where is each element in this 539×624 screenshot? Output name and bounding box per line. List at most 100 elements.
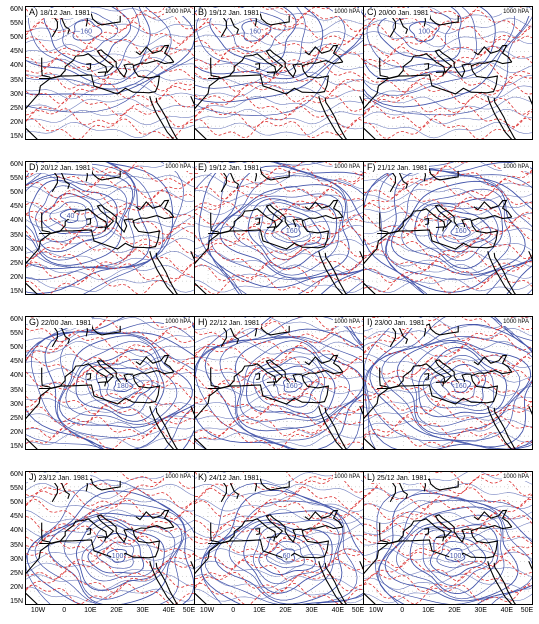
coastline: [85, 478, 121, 492]
panel-title: G) 22/00 Jan. 1981: [28, 318, 93, 328]
pressure-level-label: 1000 hPA: [164, 8, 192, 16]
latitude-tick-label: 15N: [10, 443, 23, 450]
coastline: [324, 407, 347, 449]
temperature-isotherm: [195, 403, 363, 427]
temperature-isotherm: [195, 331, 363, 355]
coastline: [435, 71, 445, 77]
geopotential-contour: [436, 541, 476, 569]
geopotential-contour: [195, 83, 363, 100]
longitude-tick-label: 50E: [182, 607, 196, 614]
panel-title: E) 19/12 Jan. 1981: [197, 163, 261, 173]
temperature-isotherm: [26, 249, 194, 272]
coastline: [41, 514, 134, 545]
map-frame: 40 D) 20/12 Jan. 1981 1000 hPA: [25, 161, 195, 295]
geopotential-contour: [364, 83, 532, 99]
temperature-isotherm: [364, 523, 532, 546]
geopotential-contour: [26, 535, 194, 552]
coastline: [423, 478, 459, 492]
geopotential-contour: [35, 185, 108, 243]
coastline: [528, 251, 532, 260]
coastline: [424, 217, 430, 226]
geopotential-contour: [26, 186, 194, 202]
panel-timestamp: 23/00 Jan. 1981: [372, 320, 425, 327]
coastline: [435, 226, 445, 232]
temperature-isotherm: [195, 558, 363, 581]
geopotential-contour: [266, 541, 306, 568]
coastline: [149, 406, 175, 449]
temperature-isotherm: [364, 273, 532, 294]
coastline: [254, 478, 290, 492]
panel-title: B) 19/12 Jan. 1981: [197, 8, 261, 18]
geopotential-contour: [364, 573, 532, 590]
geopotential-contour: [87, 532, 145, 574]
map-canvas: 160: [195, 317, 363, 449]
latitude-tick-label: 20N: [10, 583, 23, 591]
map-frame: 160 A) 18/12 Jan. 1981 1000 hPA: [25, 6, 195, 140]
temperature-isotherm: [195, 57, 363, 80]
coastline: [359, 406, 363, 415]
geopotential-contour: [49, 201, 88, 229]
temperature-isotherm: [195, 274, 363, 294]
geopotential-contour: [195, 96, 363, 113]
geopotential-contour: [364, 317, 532, 449]
temperature-isotherm: [26, 272, 194, 294]
panel-title: I) 23/00 Jan. 1981: [366, 318, 426, 328]
panel-title: A) 18/12 Jan. 1981: [28, 8, 92, 18]
geopotential-contour: [26, 574, 194, 591]
coastline: [254, 168, 290, 182]
map-panel: 100 L) 25/12 Jan. 1981 1000 hPA 10W 0 10E 20E 3…: [363, 471, 533, 614]
coastline: [149, 96, 175, 139]
geopotential-contour: [364, 368, 532, 383]
longitude-tick-label: 10W: [199, 607, 215, 614]
coastline: [324, 562, 347, 604]
coastline: [304, 199, 344, 218]
coastline: [493, 252, 516, 294]
geopotential-contour: [364, 250, 532, 267]
coastline: [423, 13, 459, 27]
geopotential-contour: [26, 30, 194, 47]
map-frame: 160 B) 19/12 Jan. 1981 1000 hPA: [194, 6, 364, 140]
temperature-isotherm: [26, 46, 194, 68]
temperature-isotherm: [26, 213, 194, 236]
latitude-tick-label: 50N: [10, 499, 23, 507]
latitude-tick-label: 45N: [10, 48, 23, 56]
low-center-contour-label: 40: [67, 213, 75, 220]
coastline: [39, 370, 174, 405]
low-center-contour-label: 100: [112, 553, 124, 560]
geopotential-contour: [26, 586, 194, 603]
coastline: [210, 204, 303, 235]
longitude-tick-label: 50E: [520, 607, 534, 614]
temperature-isotherm: [26, 331, 194, 354]
geopotential-contour: [26, 83, 194, 100]
longitude-axis: 10W 0 10E 20E 30E 40E 50E: [25, 607, 195, 617]
geopotential-contour: [26, 263, 194, 281]
panel-timestamp: 19/12 Jan. 1981: [207, 10, 260, 17]
geopotential-contour: [195, 237, 363, 255]
panel-timestamp: 23/12 Jan. 1981: [36, 475, 89, 482]
temperature-isotherm: [195, 571, 363, 592]
geopotential-contour: [26, 109, 194, 126]
temperature-isotherm: [195, 105, 363, 129]
temperature-isotherm: [26, 546, 194, 570]
geopotential-contour: [364, 58, 532, 74]
longitude-tick-label: 10W: [30, 607, 46, 614]
coastline: [304, 509, 344, 528]
geopotential-contour: [26, 162, 136, 268]
temperature-isotherm: [26, 534, 194, 558]
map-panel: 160 I) 23/00 Jan. 1981 1000 hPA: [363, 316, 533, 450]
low-center-contour-label: 160: [286, 228, 298, 235]
temperature-isotherm: [26, 391, 194, 415]
temperature-isotherm: [195, 188, 363, 211]
latitude-tick-label: 40N: [10, 217, 23, 225]
temperature-isotherm: [26, 427, 194, 449]
temperature-isotherm: [26, 344, 194, 365]
temperature-isotherm: [195, 33, 363, 57]
panel-letter: I): [367, 317, 373, 327]
coastline: [86, 372, 92, 381]
coastline: [208, 370, 343, 405]
coastline: [473, 354, 513, 373]
coastline: [493, 562, 516, 604]
panel-letter: C): [367, 7, 377, 17]
temperature-isotherm: [195, 522, 363, 545]
coastline: [493, 97, 516, 139]
